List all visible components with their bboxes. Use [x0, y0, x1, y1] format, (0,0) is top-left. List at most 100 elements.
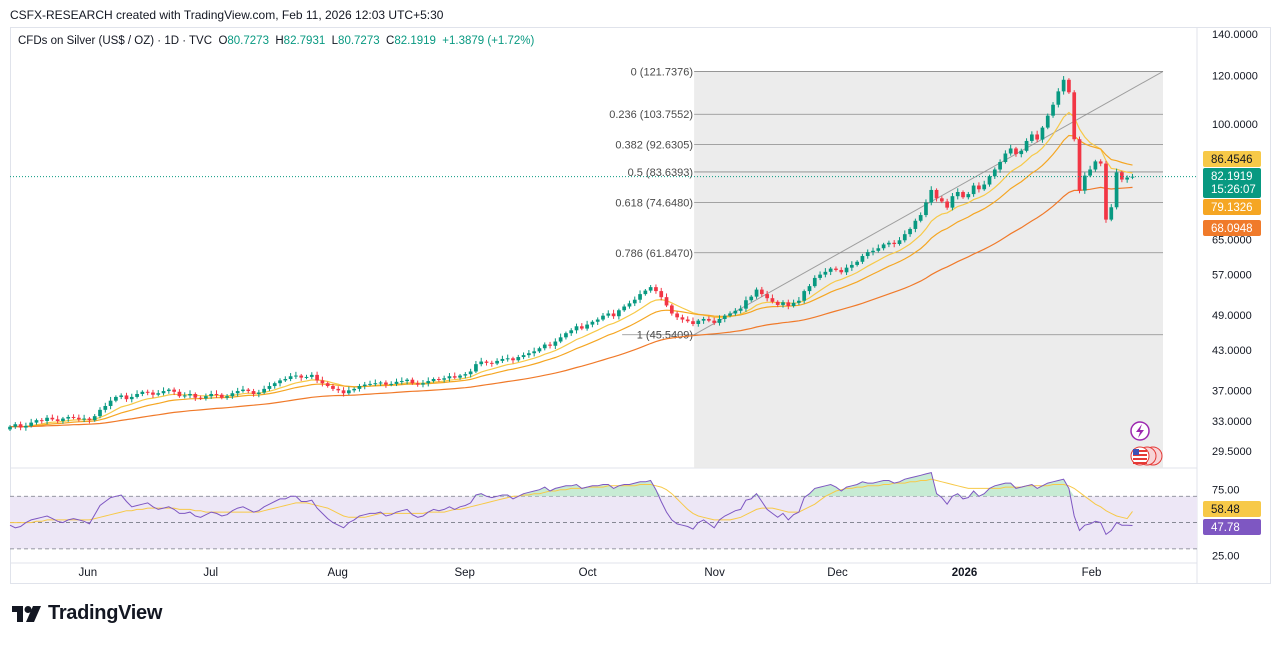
candle[interactable]	[437, 376, 441, 382]
candle[interactable]	[521, 352, 526, 360]
candle[interactable]	[45, 415, 49, 425]
candle[interactable]	[135, 390, 139, 399]
fib-retracement-zone[interactable]	[694, 71, 1163, 468]
candle[interactable]	[8, 425, 12, 432]
candle[interactable]	[24, 422, 28, 431]
candle[interactable]	[770, 294, 775, 304]
candle[interactable]	[738, 305, 743, 314]
candle[interactable]	[802, 289, 807, 304]
candle[interactable]	[654, 284, 658, 294]
candle[interactable]	[204, 393, 208, 401]
candle[interactable]	[871, 247, 875, 256]
candle[interactable]	[622, 304, 627, 312]
candle[interactable]	[669, 303, 674, 316]
candle[interactable]	[1019, 148, 1024, 158]
us-flag-events-icon[interactable]	[1130, 446, 1163, 466]
candle[interactable]	[336, 386, 341, 394]
candle[interactable]	[691, 317, 695, 327]
candle[interactable]	[489, 360, 494, 367]
candle[interactable]	[1082, 172, 1087, 194]
candle[interactable]	[1040, 126, 1045, 143]
candle[interactable]	[1045, 113, 1050, 130]
candle[interactable]	[1104, 160, 1108, 223]
candle[interactable]	[797, 297, 801, 305]
candle[interactable]	[585, 320, 589, 331]
candle[interactable]	[595, 317, 600, 325]
candle[interactable]	[982, 180, 987, 191]
candle[interactable]	[786, 299, 791, 310]
candle[interactable]	[373, 379, 378, 387]
candle[interactable]	[182, 392, 187, 399]
candle[interactable]	[267, 382, 272, 392]
candle[interactable]	[1056, 88, 1061, 108]
candle[interactable]	[309, 372, 314, 380]
candle[interactable]	[34, 418, 39, 425]
candle[interactable]	[103, 402, 108, 413]
candle[interactable]	[532, 347, 537, 357]
candle[interactable]	[701, 316, 706, 324]
candle[interactable]	[431, 377, 436, 383]
candle[interactable]	[1024, 138, 1029, 153]
candle[interactable]	[357, 383, 362, 392]
candle[interactable]	[87, 416, 92, 424]
candle[interactable]	[188, 390, 192, 399]
candle[interactable]	[855, 260, 859, 267]
candle[interactable]	[92, 414, 97, 422]
candle[interactable]	[124, 392, 129, 402]
candle[interactable]	[405, 378, 409, 385]
candle[interactable]	[717, 315, 722, 326]
candle[interactable]	[908, 227, 912, 237]
candle[interactable]	[50, 414, 55, 421]
candle[interactable]	[812, 275, 817, 288]
candle[interactable]	[13, 422, 18, 429]
candle[interactable]	[860, 253, 865, 264]
candle[interactable]	[129, 393, 134, 403]
candle[interactable]	[574, 323, 579, 334]
candle[interactable]	[389, 381, 394, 387]
rsi-line[interactable]	[9, 471, 1133, 536]
candle[interactable]	[140, 390, 145, 397]
candle[interactable]	[839, 267, 844, 275]
ema-mid-line[interactable]	[9, 134, 1133, 428]
candle[interactable]	[696, 319, 701, 327]
candle[interactable]	[1093, 159, 1098, 172]
candle[interactable]	[283, 376, 288, 383]
candle[interactable]	[1077, 136, 1082, 194]
candle[interactable]	[341, 387, 346, 397]
candle[interactable]	[161, 387, 166, 396]
candle[interactable]	[108, 396, 113, 410]
candle[interactable]	[29, 418, 34, 428]
candle[interactable]	[775, 300, 780, 308]
candle[interactable]	[617, 308, 621, 320]
candle[interactable]	[564, 331, 568, 340]
candle[interactable]	[971, 182, 976, 197]
candle[interactable]	[977, 182, 981, 193]
candle[interactable]	[1125, 175, 1130, 183]
candle[interactable]	[177, 389, 182, 398]
candle[interactable]	[1061, 76, 1066, 95]
candle[interactable]	[902, 230, 907, 243]
candle[interactable]	[442, 375, 447, 383]
candle[interactable]	[865, 249, 870, 259]
candle[interactable]	[1008, 144, 1013, 156]
candle[interactable]	[66, 414, 71, 422]
candle[interactable]	[712, 317, 717, 326]
candle[interactable]	[807, 284, 812, 295]
candle[interactable]	[579, 323, 584, 331]
candle[interactable]	[680, 314, 685, 323]
candle[interactable]	[198, 395, 203, 401]
candle[interactable]	[166, 388, 171, 394]
candle[interactable]	[887, 240, 891, 248]
candle[interactable]	[151, 389, 155, 398]
candle[interactable]	[294, 371, 298, 379]
candle[interactable]	[664, 293, 669, 308]
candle[interactable]	[955, 188, 960, 200]
tradingview-brand[interactable]: TradingView	[12, 602, 162, 625]
candle[interactable]	[929, 186, 934, 206]
candle[interactable]	[1072, 90, 1077, 142]
candle[interactable]	[754, 287, 759, 299]
candle[interactable]	[421, 380, 425, 388]
candle[interactable]	[458, 373, 462, 380]
candle[interactable]	[876, 244, 881, 253]
candle[interactable]	[918, 212, 923, 223]
